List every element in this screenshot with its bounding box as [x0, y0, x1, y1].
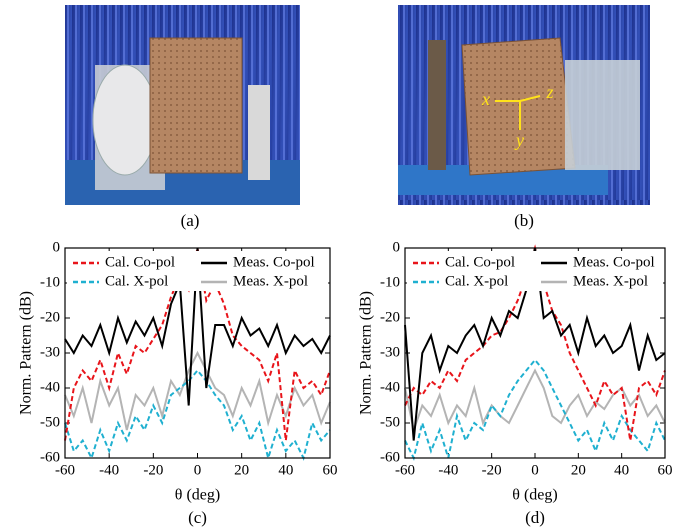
x-tick-label: -40 — [438, 462, 458, 478]
series-line — [64, 247, 331, 441]
x-axis-label: θ (deg) — [175, 487, 220, 504]
x-axis-label: θ (deg) — [512, 487, 557, 504]
x-tick-label: -60 — [395, 462, 415, 478]
x-tick-label: 0 — [531, 462, 539, 478]
y-tick-label: 0 — [53, 239, 61, 255]
x-tick-label: 0 — [194, 462, 202, 478]
y-tick-label: -50 — [380, 414, 400, 430]
y-tick-label: -10 — [40, 274, 60, 290]
legend-background — [407, 251, 663, 291]
y-tick-label: -20 — [40, 309, 60, 325]
y-tick-label: -20 — [380, 309, 400, 325]
series-line — [64, 350, 331, 431]
legend-label: Cal. Co-pol — [445, 254, 515, 270]
caption: (b) — [514, 211, 534, 230]
x-tick-label: -60 — [55, 462, 75, 478]
plot-frame — [64, 247, 331, 459]
legend-label: Meas. X-pol — [233, 273, 308, 289]
caption: (c) — [188, 508, 207, 527]
y-tick-label: -50 — [40, 414, 60, 430]
legend-label: Cal. X-pol — [445, 273, 508, 289]
x-tick-label: 40 — [278, 462, 293, 478]
series-line — [64, 368, 331, 462]
y-tick-label: -10 — [380, 274, 400, 290]
y-tick-label: -40 — [380, 379, 400, 395]
x-tick-label: -20 — [143, 462, 163, 478]
plot-frame — [404, 247, 666, 459]
y-tick-label: -60 — [380, 449, 400, 465]
axis-label: x — [481, 89, 490, 109]
x-tick-label: 20 — [571, 462, 586, 478]
x-tick-label: 60 — [323, 462, 338, 478]
y-tick-label: -40 — [40, 379, 60, 395]
legend-label: Meas. X-pol — [573, 273, 648, 289]
x-tick-label: 60 — [658, 462, 673, 478]
x-tick-label: -40 — [99, 462, 119, 478]
axis-label: y — [514, 130, 524, 150]
x-tick-label: -20 — [482, 462, 502, 478]
photo-a — [65, 5, 300, 205]
caption: (d) — [525, 508, 545, 527]
x-tick-label: 20 — [234, 462, 249, 478]
y-tick-label: -60 — [40, 449, 60, 465]
x-tick-label: 40 — [614, 462, 629, 478]
y-tick-label: 0 — [393, 239, 401, 255]
legend-label: Meas. Co-pol — [573, 254, 655, 270]
legend-label: Cal. Co-pol — [105, 254, 175, 270]
y-tick-label: -30 — [40, 344, 60, 360]
photo-b: x y z — [398, 5, 650, 205]
legend-background — [67, 251, 328, 291]
legend-label: Cal. X-pol — [105, 273, 168, 289]
y-axis-label: Norm. Pattern (dB) — [358, 291, 375, 415]
y-axis-label: Norm. Pattern (dB) — [18, 291, 35, 415]
y-tick-label: -30 — [380, 344, 400, 360]
axis-label: z — [545, 82, 553, 102]
caption: (a) — [181, 211, 200, 230]
legend-label: Meas. Co-pol — [233, 254, 315, 270]
